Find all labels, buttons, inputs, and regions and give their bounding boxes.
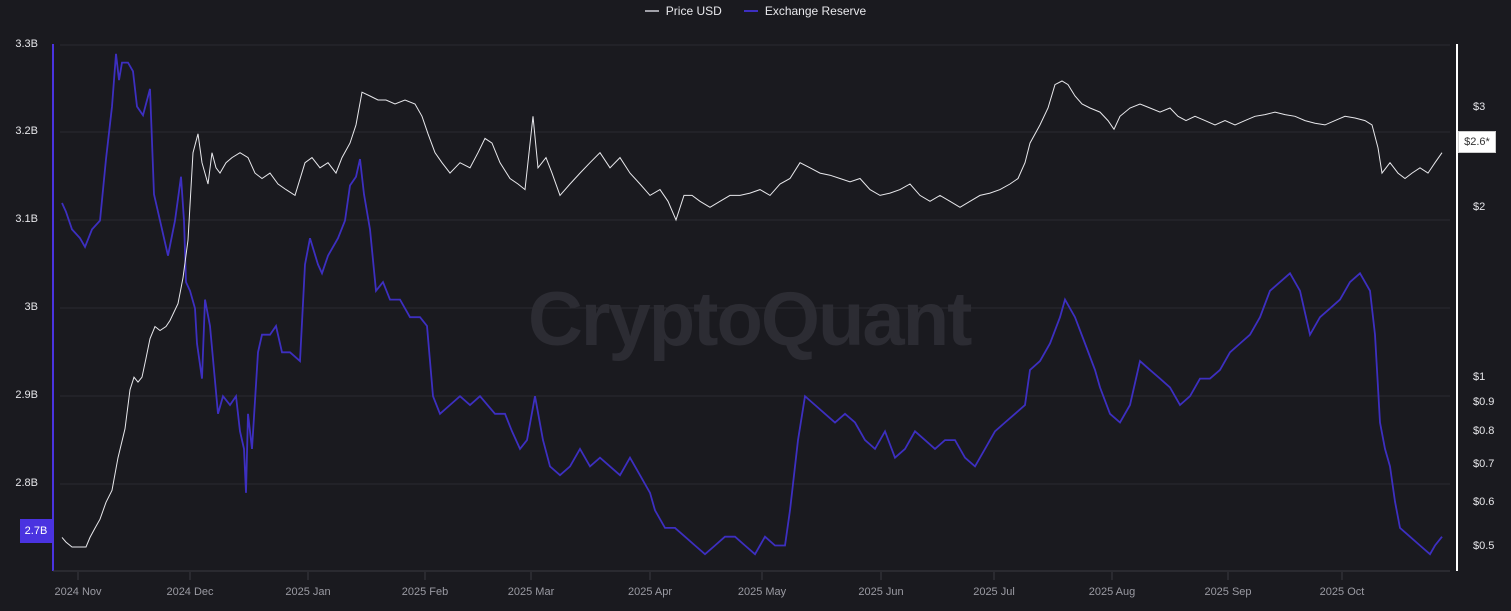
- x-axis-tick-label: 2025 Jun: [858, 586, 904, 598]
- x-axis-ticks: [77, 572, 1343, 580]
- current-reserve-label: 2.7B: [20, 519, 52, 543]
- left-axis-tick-label: 3B: [24, 301, 38, 313]
- legend-label-price: Price USD: [665, 4, 722, 18]
- x-axis-tick-label: 2025 Aug: [1088, 586, 1136, 598]
- legend-swatch-price: [644, 10, 659, 12]
- legend-label-reserve: Exchange Reserve: [764, 4, 867, 18]
- current-price-label: $2.6*: [1458, 131, 1496, 153]
- right-axis-tick-label: $0.6: [1473, 496, 1495, 508]
- x-axis-tick-label: 2025 May: [737, 586, 787, 598]
- x-axis-tick-label: 2024 Dec: [166, 586, 214, 598]
- x-axis-tick-label: 2025 Apr: [627, 586, 673, 598]
- watermark: CryptoQuant: [528, 277, 972, 362]
- left-axis-tick-label: 2.9B: [15, 389, 38, 401]
- x-axis-tick-label: 2025 Jul: [973, 586, 1015, 598]
- x-axis-tick-label: 2025 Sep: [1204, 586, 1252, 598]
- x-axis-tick-label: 2025 Feb: [401, 586, 449, 598]
- right-axis-tick-label: $0.8: [1473, 425, 1495, 437]
- right-axis-tick-label: $3: [1473, 101, 1486, 113]
- right-axis-tick-label: $0.7: [1473, 458, 1495, 470]
- chart-legend: Price USD Exchange Reserve: [0, 4, 1511, 18]
- x-axis-tick-label: 2025 Mar: [507, 586, 555, 598]
- right-axis-tick-label: $0.5: [1473, 540, 1495, 552]
- legend-item-reserve[interactable]: Exchange Reserve: [743, 4, 867, 18]
- left-axis-tick-label: 3.3B: [15, 38, 38, 50]
- right-axis-tick-label: $2: [1473, 201, 1486, 213]
- exchange-reserve-line: [61, 53, 1443, 556]
- x-axis-tick-label: 2025 Jan: [285, 586, 331, 598]
- price-usd-line: [61, 80, 1443, 548]
- left-axis-tick-label: 3.2B: [15, 125, 38, 137]
- gridlines: [60, 44, 1450, 485]
- legend-item-price[interactable]: Price USD: [644, 4, 722, 18]
- right-axis-tick-label: $0.9: [1473, 396, 1495, 408]
- x-axis-tick-label: 2025 Oct: [1319, 586, 1365, 598]
- right-axis-tick-label: $1: [1473, 371, 1486, 383]
- legend-swatch-reserve: [743, 10, 758, 12]
- left-axis-tick-label: 3.1B: [15, 213, 38, 225]
- x-axis-tick-label: 2024 Nov: [54, 586, 102, 598]
- left-axis-tick-label: 2.8B: [15, 477, 38, 489]
